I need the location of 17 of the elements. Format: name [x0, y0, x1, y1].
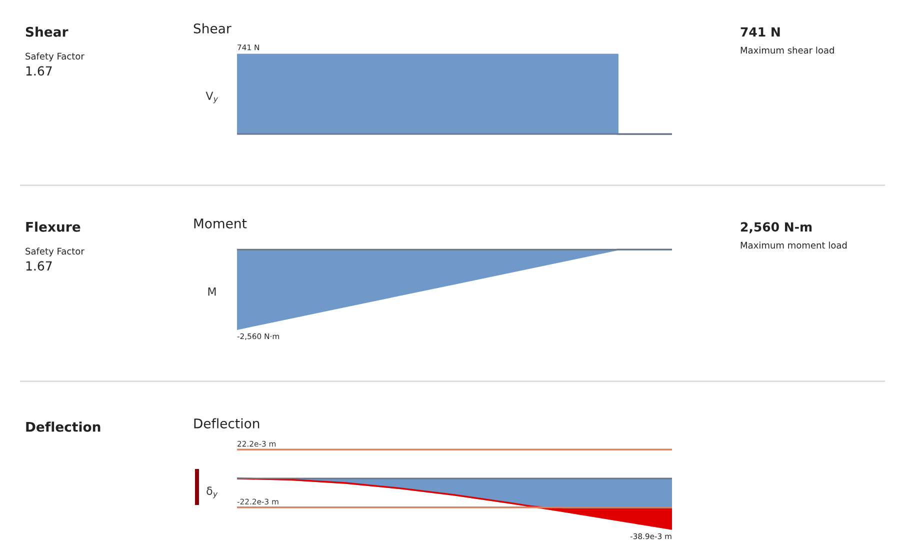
text: Maximum shear load [740, 46, 834, 54]
text: 1.67 [26, 261, 52, 271]
text: Safety Factor [26, 52, 84, 62]
y-axis-title: M [208, 287, 216, 296]
text: Shear [26, 26, 68, 37]
text: Safety Factor [26, 248, 84, 256]
text: Flexure [26, 222, 80, 232]
chart-title: Moment [194, 218, 247, 228]
text: Deflection [26, 422, 100, 432]
text: 2,560 N-m [740, 222, 812, 234]
y-axis-title: δ$_{y}$ [206, 486, 218, 498]
y-axis-title: V$_{y}$ [206, 92, 218, 104]
chart-title: Shear [194, 23, 232, 34]
text: 741 N [740, 27, 780, 36]
text: Maximum moment load [740, 242, 847, 249]
chart-title: Deflection [194, 418, 260, 428]
text: 1.67 [26, 66, 52, 76]
